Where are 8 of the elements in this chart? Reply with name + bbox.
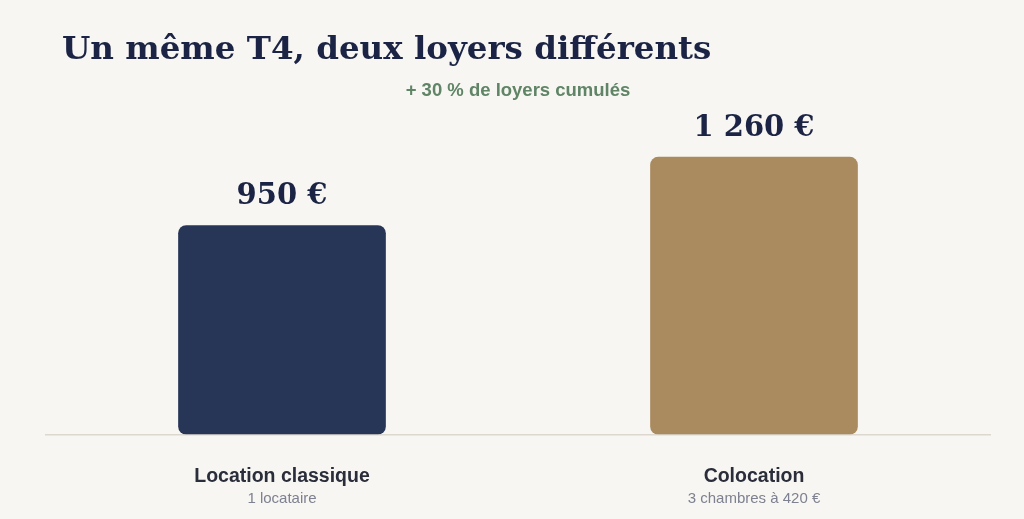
chart-subtitle: + 30 % de loyers cumulés (404, 79, 632, 101)
x-tick-label: Location classique (194, 463, 370, 486)
text: 3 chambres à 420 € (687, 488, 821, 506)
data-label: 1 260 € (693, 108, 815, 143)
data-label: 950 € (236, 177, 328, 212)
x-tick-label: Colocation (703, 463, 805, 486)
chart-title: Un même T4, deux loyers différents (62, 27, 712, 69)
text: 1 locataire (247, 488, 317, 506)
